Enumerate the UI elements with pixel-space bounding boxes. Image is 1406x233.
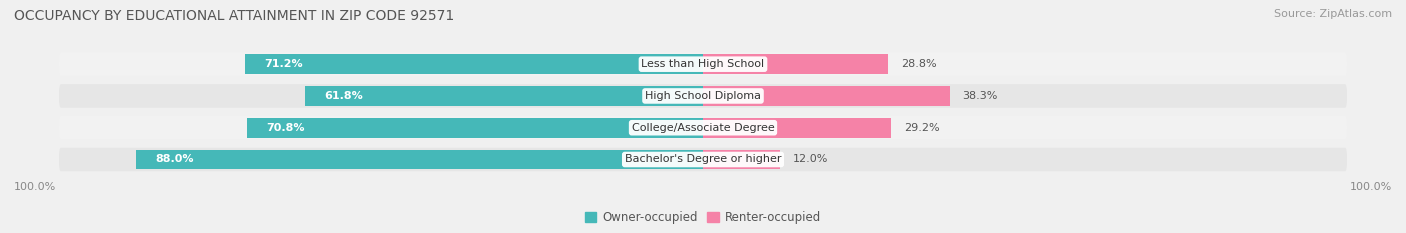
Text: College/Associate Degree: College/Associate Degree	[631, 123, 775, 133]
Text: Bachelor's Degree or higher: Bachelor's Degree or higher	[624, 154, 782, 164]
Text: 71.2%: 71.2%	[264, 59, 302, 69]
Bar	[703, 54, 889, 74]
Text: 61.8%: 61.8%	[325, 91, 363, 101]
FancyBboxPatch shape	[59, 116, 1347, 140]
Bar	[247, 118, 703, 137]
FancyBboxPatch shape	[59, 52, 1347, 76]
Text: Source: ZipAtlas.com: Source: ZipAtlas.com	[1274, 9, 1392, 19]
Text: 70.8%: 70.8%	[267, 123, 305, 133]
Text: 88.0%: 88.0%	[156, 154, 194, 164]
Text: 100.0%: 100.0%	[14, 182, 56, 192]
Bar	[703, 86, 949, 106]
Text: 12.0%: 12.0%	[793, 154, 828, 164]
Bar	[305, 86, 703, 106]
Bar	[703, 150, 780, 169]
Text: Less than High School: Less than High School	[641, 59, 765, 69]
Text: 29.2%: 29.2%	[904, 123, 939, 133]
FancyBboxPatch shape	[59, 84, 1347, 108]
FancyBboxPatch shape	[59, 148, 1347, 171]
Bar	[703, 118, 891, 137]
Text: OCCUPANCY BY EDUCATIONAL ATTAINMENT IN ZIP CODE 92571: OCCUPANCY BY EDUCATIONAL ATTAINMENT IN Z…	[14, 9, 454, 23]
Bar	[245, 54, 703, 74]
Text: High School Diploma: High School Diploma	[645, 91, 761, 101]
Text: 100.0%: 100.0%	[1350, 182, 1392, 192]
Text: 38.3%: 38.3%	[963, 91, 998, 101]
Bar	[136, 150, 703, 169]
Text: 28.8%: 28.8%	[901, 59, 936, 69]
Legend: Owner-occupied, Renter-occupied: Owner-occupied, Renter-occupied	[579, 206, 827, 229]
